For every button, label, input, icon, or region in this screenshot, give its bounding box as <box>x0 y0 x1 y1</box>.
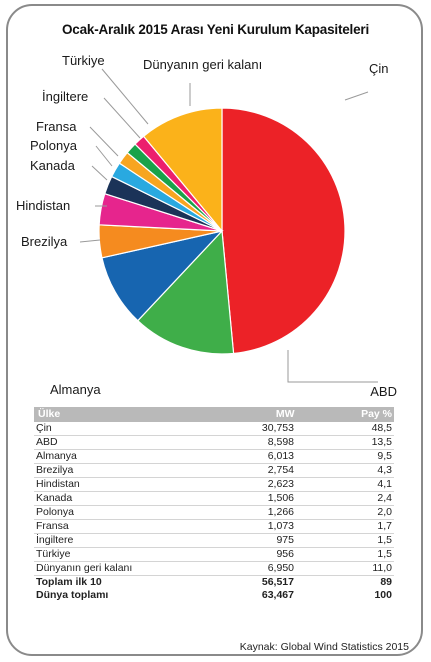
cell-country: Fransa <box>36 520 69 532</box>
cell-mw: 1,073 <box>267 520 294 532</box>
slice-label: Almanya <box>50 382 101 397</box>
cell-country: Polonya <box>36 506 74 518</box>
leader-line <box>91 165 108 181</box>
slice-label: İngiltere <box>42 89 88 104</box>
cell-country: Kanada <box>36 492 73 504</box>
pie-slice <box>136 229 235 355</box>
header-share: Pay % <box>361 408 392 420</box>
source-note: Kaynak: Global Wind Statistics 2015 <box>239 641 409 653</box>
chart-title: Ocak-Aralık 2015 Arası Yeni Kurulum Kapa… <box>61 22 370 37</box>
slice-label: Dünyanın geri kalanı <box>143 57 262 72</box>
cell-country: ABD <box>36 436 58 448</box>
cell-mw: 6,013 <box>267 450 294 462</box>
cell-share: 1,7 <box>377 520 392 532</box>
table-row: ABD 8,598 13,5 <box>34 436 394 450</box>
cell-mw: 2,623 <box>267 478 294 490</box>
cell-mw: 1,506 <box>267 492 294 504</box>
cell-share: 1,5 <box>377 534 392 546</box>
cell-country: Türkiye <box>36 548 71 560</box>
slice-label: Polonya <box>30 138 78 153</box>
cell-mw: 1,266 <box>267 506 294 518</box>
cell-country: Hindistan <box>36 478 80 490</box>
table-row: Fransa 1,073 1,7 <box>34 520 394 534</box>
cell-share: 89 <box>380 576 392 588</box>
leader-line <box>344 91 369 101</box>
cell-mw: 8,598 <box>267 436 294 448</box>
leader-line <box>89 126 119 157</box>
cell-country: Toplam ilk 10 <box>36 576 102 588</box>
leader-line <box>103 97 141 139</box>
leader-line <box>79 239 101 243</box>
leader-line <box>101 68 149 125</box>
cell-country: Almanya <box>36 450 77 462</box>
table-row: Hindistan 2,623 4,1 <box>34 478 394 492</box>
slice-label: Hindistan <box>16 198 70 213</box>
cell-share: 1,5 <box>377 548 392 560</box>
cell-mw: 975 <box>276 534 294 546</box>
cell-mw: 6,950 <box>267 562 294 574</box>
cell-mw: 63,467 <box>261 589 294 601</box>
pie-slice <box>221 107 346 355</box>
cell-share: 11,0 <box>372 562 392 574</box>
cell-country: Dünyanın geri kalanı <box>36 562 133 574</box>
cell-mw: 2,754 <box>267 464 294 476</box>
leader-line <box>287 350 378 383</box>
cell-country: Çin <box>36 422 52 434</box>
pie-slice <box>142 107 223 233</box>
cell-share: 13,5 <box>371 436 392 448</box>
cell-share: 4,1 <box>377 478 392 490</box>
slice-label: Çin <box>369 61 389 76</box>
cell-share: 48,5 <box>371 422 392 434</box>
slice-label: Kanada <box>30 158 76 173</box>
data-table: Ülke MW Pay % Çin 30,753 48,5 ABD 8,598 13,5 A… <box>34 407 394 602</box>
cell-share: 2,0 <box>377 506 392 518</box>
table-row: Polonya 1,266 2,0 <box>34 506 394 520</box>
table-row: İngiltere 975 1,5 <box>34 534 394 548</box>
header-mw: MW <box>275 408 295 420</box>
cell-mw: 30,753 <box>261 422 294 434</box>
cell-country: Brezilya <box>36 464 74 476</box>
cell-mw: 56,517 <box>261 576 294 588</box>
table-row: Almanya 6,013 9,5 <box>34 450 394 464</box>
slice-label: Türkiye <box>62 53 105 68</box>
slice-label: ABD <box>370 384 397 399</box>
table-row: Dünyanın geri kalanı 6,950 11,0 <box>34 562 394 576</box>
cell-country: Dünya toplamı <box>36 589 109 601</box>
table-total-row: Dünya toplamı 63,467 100 <box>34 589 394 602</box>
cell-country: İngiltere <box>36 534 74 546</box>
table-row: Kanada 1,506 2,4 <box>34 492 394 506</box>
pie-chart: Çin ABD Almanya Brezilya Hindistan Kanada Polo… <box>16 53 397 399</box>
cell-share: 100 <box>374 589 392 601</box>
cell-mw: 956 <box>276 548 294 560</box>
leader-line <box>95 145 113 167</box>
table-total-row: Toplam ilk 10 56,517 89 <box>34 576 394 589</box>
table-row: Çin 30,753 48,5 <box>34 422 394 436</box>
table-row: Türkiye 956 1,5 <box>34 548 394 562</box>
slice-label: Brezilya <box>21 234 68 249</box>
header-country: Ülke <box>38 408 61 420</box>
table-header: Ülke MW Pay % <box>34 407 394 422</box>
cell-share: 2,4 <box>377 492 392 504</box>
slice-label: Fransa <box>36 119 77 134</box>
table-row: Brezilya 2,754 4,3 <box>34 464 394 478</box>
cell-share: 4,3 <box>377 464 392 476</box>
cell-share: 9,5 <box>377 450 392 462</box>
